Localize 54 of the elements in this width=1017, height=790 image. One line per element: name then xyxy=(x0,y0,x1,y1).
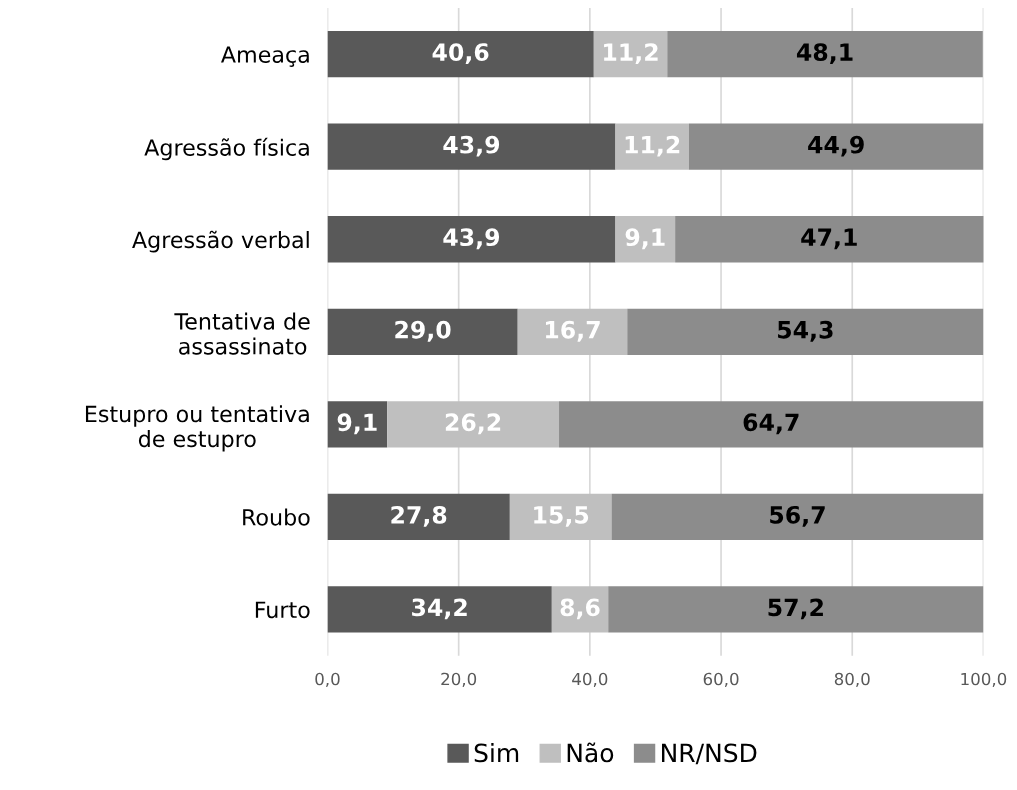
legend-label: Não xyxy=(567,742,614,763)
data-label: 56,7 xyxy=(770,505,825,527)
y-tick-label: Tentativa de assassinato xyxy=(174,312,310,355)
data-label: 54,3 xyxy=(778,320,833,342)
bar xyxy=(675,216,984,263)
y-tick-label: Agressão verbal xyxy=(132,230,309,253)
bar xyxy=(627,308,984,355)
y-tick-label: Ameaça xyxy=(221,46,309,67)
data-label: 9,1 xyxy=(337,413,377,435)
bar xyxy=(327,31,594,78)
data-label: 57,2 xyxy=(768,598,823,620)
y-tick-label: Agressão física xyxy=(144,137,309,161)
bar xyxy=(327,493,510,541)
bar xyxy=(611,493,984,541)
x-tick-label: 20,0 xyxy=(441,672,477,687)
bar xyxy=(327,308,518,355)
data-label: 11,2 xyxy=(604,43,658,65)
data-label: 43,9 xyxy=(443,135,500,157)
data-label: 43,9 xyxy=(443,228,500,250)
legend-label: Sim xyxy=(474,742,519,763)
data-label: 15,5 xyxy=(534,506,589,527)
data-label: 16,7 xyxy=(546,320,600,342)
x-tick-label: 100,0 xyxy=(961,672,1007,687)
legend-label: NR/NSD xyxy=(662,743,757,765)
x-tick-label: 0,0 xyxy=(315,672,340,687)
data-label: 48,1 xyxy=(796,43,853,65)
bar xyxy=(327,123,616,170)
x-tick-label: 60,0 xyxy=(703,672,739,687)
data-label: 8,6 xyxy=(560,598,600,620)
data-label: 47,1 xyxy=(801,228,857,250)
y-tick-label: Roubo xyxy=(243,508,310,526)
data-label: 34,2 xyxy=(412,598,467,620)
bar xyxy=(667,31,983,78)
bar xyxy=(608,586,984,633)
bar xyxy=(327,216,616,263)
y-tick-label: Furto xyxy=(255,601,310,619)
bar xyxy=(615,123,689,170)
y-tick-label: Estupro ou tentativa de estupro xyxy=(85,405,309,452)
data-label: 44,9 xyxy=(808,135,864,157)
data-label: 26,2 xyxy=(445,413,501,435)
bar xyxy=(509,493,612,541)
data-label: 64,7 xyxy=(743,413,799,435)
data-label: 27,8 xyxy=(391,505,447,527)
data-label: 40,6 xyxy=(432,43,489,65)
data-label: 11,2 xyxy=(625,135,680,157)
bar xyxy=(559,401,984,448)
data-label: 29,0 xyxy=(395,320,451,342)
bar xyxy=(327,586,552,633)
x-tick-label: 80,0 xyxy=(834,672,870,687)
bar xyxy=(387,401,560,448)
bar xyxy=(688,123,984,170)
bar xyxy=(517,308,628,355)
x-tick-label: 40,0 xyxy=(572,672,608,687)
data-label: 9,1 xyxy=(625,228,665,250)
